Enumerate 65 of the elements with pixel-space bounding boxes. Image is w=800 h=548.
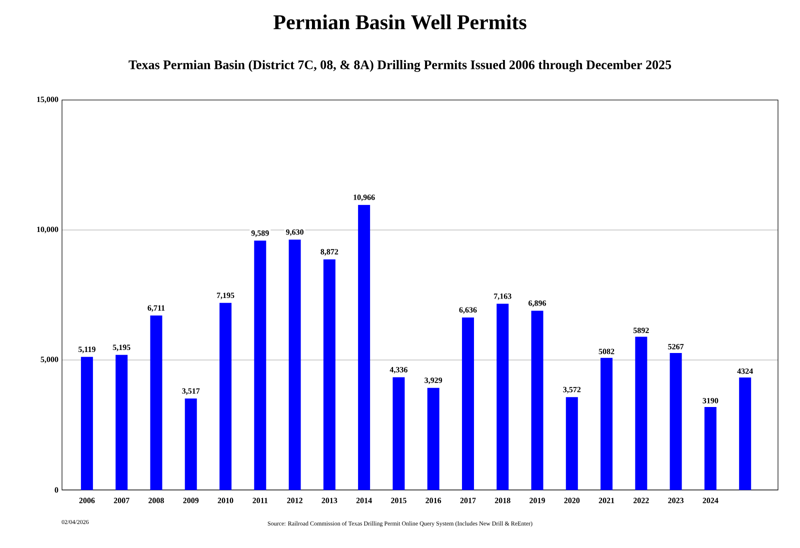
- y-tick-label: 10,000: [37, 226, 58, 234]
- bar: [531, 310, 544, 490]
- x-tick-label: 2021: [598, 498, 614, 504]
- data-label: 3,929: [424, 378, 442, 384]
- bar: [254, 240, 266, 490]
- bar: [220, 302, 232, 490]
- chart-subtitle: Texas Permian Basin (District 7C, 08, & 8A) Drilling Permits Issued 2006 through December 2025: [128, 60, 672, 72]
- data-label: 5,119: [78, 346, 96, 354]
- data-label: 4,336: [390, 367, 408, 374]
- data-label: 7,163: [494, 294, 512, 300]
- y-tick-label: 5,000: [40, 356, 58, 364]
- data-label: 5892: [633, 328, 649, 334]
- y-tick-label: 0: [54, 487, 58, 493]
- data-label: 6,896: [528, 300, 546, 307]
- x-tick-label: 2024: [702, 498, 718, 504]
- data-label: 3,517: [182, 388, 200, 395]
- x-tick-label: 2017: [460, 498, 476, 504]
- data-label: 5082: [598, 348, 614, 354]
- x-tick-label: 2014: [356, 498, 372, 504]
- x-tick-label: 2019: [530, 498, 545, 504]
- chart-title: Permian Basin Well Permits: [274, 14, 526, 30]
- data-label: 10,966: [354, 194, 375, 202]
- data-label: 3190: [702, 398, 718, 404]
- data-label: 6,636: [459, 307, 477, 314]
- x-tick-label: 2012: [287, 498, 302, 504]
- bar: [566, 397, 578, 490]
- data-label: 7,195: [216, 292, 234, 300]
- bar: [670, 353, 682, 490]
- data-label: 5,195: [112, 344, 130, 352]
- data-label: 3,572: [563, 386, 581, 394]
- data-label: 6,711: [148, 305, 165, 312]
- x-tick-label: 2007: [114, 498, 130, 504]
- bar: [739, 378, 752, 490]
- bar: [358, 204, 370, 490]
- x-tick-label: 2006: [79, 498, 95, 504]
- x-tick-label: 2008: [148, 498, 164, 504]
- bar: [600, 358, 613, 490]
- bar: [496, 304, 509, 490]
- bar: [392, 377, 405, 490]
- x-tick-label: 2022: [634, 498, 649, 504]
- data-label: 9,630: [286, 229, 304, 236]
- data-label: 5267: [668, 344, 684, 350]
- bar: [635, 336, 648, 490]
- data-label: 4324: [737, 368, 753, 374]
- x-tick-label: 2011: [252, 498, 268, 504]
- y-tick-label: 15,000: [37, 96, 58, 104]
- data-label: 9,589: [251, 230, 269, 237]
- x-tick-label: 2009: [183, 498, 199, 504]
- x-tick-label: 2023: [668, 498, 684, 504]
- x-tick-label: 2013: [322, 498, 338, 504]
- x-tick-label: 2010: [218, 498, 234, 504]
- bar: [323, 259, 336, 490]
- bar: [704, 407, 716, 490]
- x-tick-label: 2016: [426, 498, 442, 504]
- bar: [288, 240, 301, 490]
- data-label: 8,872: [320, 249, 338, 256]
- x-tick-label: 2020: [564, 498, 580, 504]
- bar: [116, 354, 128, 490]
- x-tick-label: 2015: [391, 498, 406, 504]
- x-tick-label: 2018: [494, 498, 510, 504]
- bar: [80, 356, 93, 490]
- bar: [150, 316, 162, 490]
- bar: [427, 388, 440, 490]
- bar: [184, 398, 197, 490]
- bar: [462, 317, 474, 490]
